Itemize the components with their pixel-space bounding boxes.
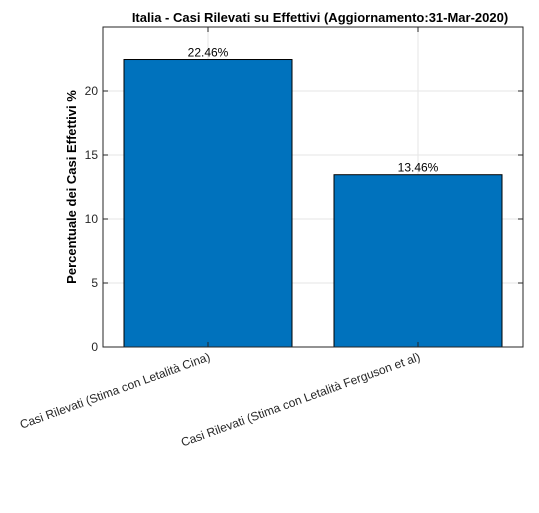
chart-title: Italia - Casi Rilevati su Effettivi (Agg…	[132, 10, 508, 25]
axes-box	[102, 26, 524, 348]
x-tick-label: Casi Rilevati (Stima con Letalità Fergus…	[179, 350, 422, 450]
y-tick-label: 0	[91, 340, 98, 354]
bar	[123, 59, 293, 348]
y-axis-label: Percentuale dei Casi Effettivi %	[64, 90, 79, 284]
bars	[123, 59, 503, 348]
x-tick-label: Casi Rilevati (Stima con Letalità Cina)	[18, 350, 212, 432]
bar	[333, 174, 503, 348]
data-labels: 22.46% 13.46%	[188, 46, 439, 175]
data-label: 22.46%	[188, 46, 229, 60]
y-tick-label: 5	[91, 276, 98, 290]
y-tick-label: 10	[85, 212, 99, 226]
y-tick-label: 15	[85, 148, 99, 162]
y-tick-label: 20	[85, 84, 99, 98]
data-label: 13.46%	[398, 161, 439, 175]
y-ticks: 0 5 10 15 20	[85, 84, 523, 354]
